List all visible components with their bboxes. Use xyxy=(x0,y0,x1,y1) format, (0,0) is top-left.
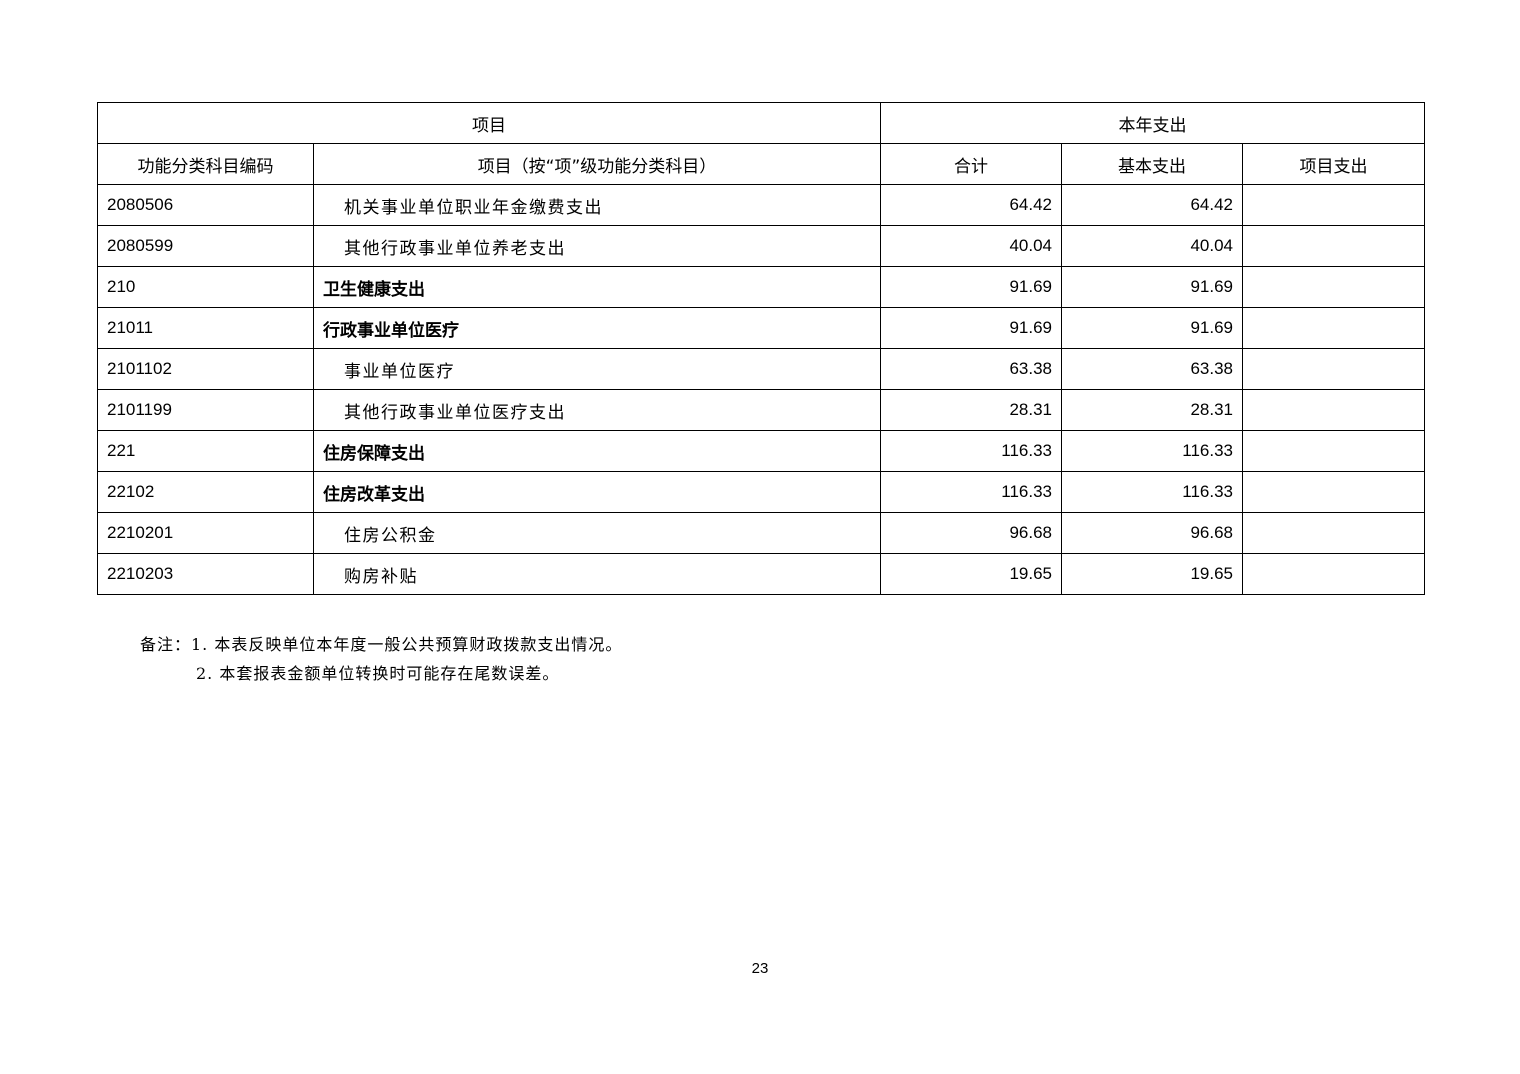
row-code: 2210203 xyxy=(97,553,314,595)
row-name: 行政事业单位医疗 xyxy=(313,307,881,349)
expenditure-table: 项目 本年支出 功能分类科目编码 项目（按“项”级功能分类科目） 合计 基本支出… xyxy=(97,102,1425,595)
header-name: 项目（按“项”级功能分类科目） xyxy=(313,143,881,185)
row-name: 住房保障支出 xyxy=(313,430,881,472)
note-2: 2. 本套报表金额单位转换时可能存在尾数误差。 xyxy=(196,664,560,683)
row-total: 116.33 xyxy=(880,471,1062,513)
row-total: 19.65 xyxy=(880,553,1062,595)
row-code: 2101199 xyxy=(97,389,314,431)
row-name: 购房补贴 xyxy=(313,553,881,595)
table-row: 2101199 其他行政事业单位医疗支出 28.31 28.31 xyxy=(97,389,1425,431)
row-code: 2101102 xyxy=(97,348,314,390)
header-current-year: 本年支出 xyxy=(880,102,1425,144)
row-project xyxy=(1242,471,1425,513)
table-row: 2080599 其他行政事业单位养老支出 40.04 40.04 xyxy=(97,225,1425,267)
row-project xyxy=(1242,184,1425,226)
row-code: 21011 xyxy=(97,307,314,349)
header-row-1: 项目 本年支出 xyxy=(97,102,1425,144)
notes: 备注：1. 本表反映单位本年度一般公共预算财政拨款支出情况。 2. 本套报表金额… xyxy=(140,630,622,688)
row-basic: 116.33 xyxy=(1061,430,1243,472)
row-project xyxy=(1242,307,1425,349)
row-project xyxy=(1242,553,1425,595)
row-name: 其他行政事业单位养老支出 xyxy=(313,225,881,267)
table-row: 22102 住房改革支出 116.33 116.33 xyxy=(97,471,1425,513)
note-1: 备注：1. 本表反映单位本年度一般公共预算财政拨款支出情况。 xyxy=(140,635,623,654)
table-row: 210 卫生健康支出 91.69 91.69 xyxy=(97,266,1425,308)
table-row: 2210201 住房公积金 96.68 96.68 xyxy=(97,512,1425,554)
row-name: 事业单位医疗 xyxy=(313,348,881,390)
row-total: 91.69 xyxy=(880,307,1062,349)
row-basic: 116.33 xyxy=(1061,471,1243,513)
header-row-2: 功能分类科目编码 项目（按“项”级功能分类科目） 合计 基本支出 项目支出 xyxy=(97,143,1425,185)
row-total: 63.38 xyxy=(880,348,1062,390)
row-code: 210 xyxy=(97,266,314,308)
row-code: 22102 xyxy=(97,471,314,513)
header-item: 项目 xyxy=(97,102,881,144)
row-project xyxy=(1242,225,1425,267)
row-project xyxy=(1242,348,1425,390)
row-basic: 40.04 xyxy=(1061,225,1243,267)
row-basic: 91.69 xyxy=(1061,266,1243,308)
row-basic: 91.69 xyxy=(1061,307,1243,349)
row-code: 2080506 xyxy=(97,184,314,226)
row-total: 40.04 xyxy=(880,225,1062,267)
row-basic: 96.68 xyxy=(1061,512,1243,554)
row-project xyxy=(1242,430,1425,472)
row-code: 2210201 xyxy=(97,512,314,554)
table-row: 2080506 机关事业单位职业年金缴费支出 64.42 64.42 xyxy=(97,184,1425,226)
row-total: 91.69 xyxy=(880,266,1062,308)
row-name: 住房公积金 xyxy=(313,512,881,554)
row-basic: 64.42 xyxy=(1061,184,1243,226)
row-name: 其他行政事业单位医疗支出 xyxy=(313,389,881,431)
row-basic: 63.38 xyxy=(1061,348,1243,390)
row-name: 住房改革支出 xyxy=(313,471,881,513)
row-total: 96.68 xyxy=(880,512,1062,554)
table-row: 2210203 购房补贴 19.65 19.65 xyxy=(97,553,1425,595)
table-row: 221 住房保障支出 116.33 116.33 xyxy=(97,430,1425,472)
header-project: 项目支出 xyxy=(1242,143,1425,185)
row-name: 卫生健康支出 xyxy=(313,266,881,308)
row-total: 116.33 xyxy=(880,430,1062,472)
row-project xyxy=(1242,389,1425,431)
row-basic: 28.31 xyxy=(1061,389,1243,431)
row-total: 64.42 xyxy=(880,184,1062,226)
table-row: 2101102 事业单位医疗 63.38 63.38 xyxy=(97,348,1425,390)
header-basic: 基本支出 xyxy=(1061,143,1243,185)
row-code: 2080599 xyxy=(97,225,314,267)
row-project xyxy=(1242,512,1425,554)
page-number: 23 xyxy=(751,960,769,977)
row-code: 221 xyxy=(97,430,314,472)
header-code: 功能分类科目编码 xyxy=(97,143,314,185)
header-total: 合计 xyxy=(880,143,1062,185)
row-basic: 19.65 xyxy=(1061,553,1243,595)
row-total: 28.31 xyxy=(880,389,1062,431)
row-name: 机关事业单位职业年金缴费支出 xyxy=(313,184,881,226)
row-project xyxy=(1242,266,1425,308)
table-row: 21011 行政事业单位医疗 91.69 91.69 xyxy=(97,307,1425,349)
